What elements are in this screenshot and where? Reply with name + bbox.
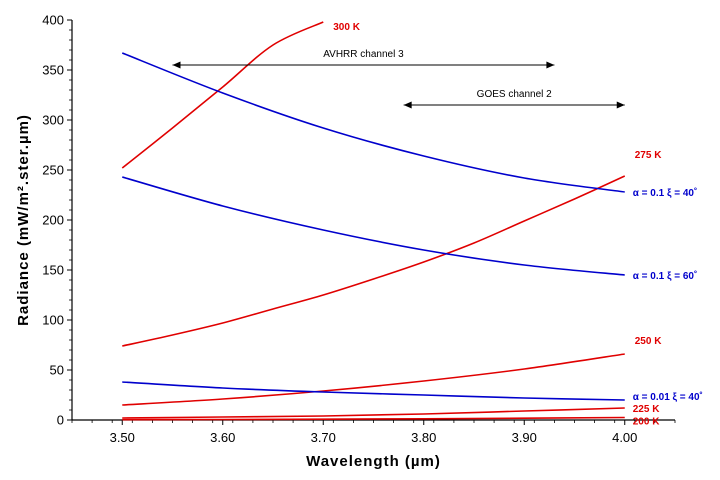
x-tick-label: 4.00 bbox=[612, 430, 637, 445]
series-line-0-1-40 bbox=[121, 52, 625, 193]
series-labels: 300 K 275 K 250 K 225 K 200 K α = 0.1 ξ = 40˚… bbox=[333, 22, 703, 428]
series-label-0-1-60: α = 0.1 ξ = 60˚ bbox=[633, 270, 698, 282]
arrowhead-left-icon bbox=[403, 101, 412, 109]
series-lines bbox=[121, 21, 626, 421]
y-tick-label: 150 bbox=[42, 263, 64, 278]
y-tick-label: 250 bbox=[42, 163, 64, 178]
series-label-200-k: 200 K bbox=[633, 417, 660, 428]
y-tick-label: 300 bbox=[42, 113, 64, 128]
arrowhead-right-icon bbox=[546, 61, 555, 69]
series-line-0-01-40 bbox=[122, 381, 625, 401]
y-tick-label: 350 bbox=[42, 63, 64, 78]
y-tick-label: 400 bbox=[42, 13, 64, 28]
x-tick-label: 3.80 bbox=[411, 430, 436, 445]
y-tick-label: 50 bbox=[50, 363, 64, 378]
arrowhead-right-icon bbox=[616, 101, 625, 109]
series-line-250-k bbox=[122, 353, 625, 406]
series-line-300-k bbox=[121, 21, 324, 169]
x-tick-label: 3.60 bbox=[210, 430, 235, 445]
series-label-275-k: 275 K bbox=[635, 150, 662, 161]
series-line-0-1-60 bbox=[122, 176, 625, 276]
y-tick-label: 200 bbox=[42, 213, 64, 228]
series-label-225-k: 225 K bbox=[633, 404, 660, 415]
x-tick-label: 3.50 bbox=[110, 430, 135, 445]
channel-annotations: AVHRR channel 3 GOES channel 2 bbox=[172, 49, 625, 109]
y-tick-label: 100 bbox=[42, 313, 64, 328]
series-line-275-k bbox=[122, 175, 626, 347]
annotation-label: GOES channel 2 bbox=[477, 89, 552, 100]
x-tick-label: 3.90 bbox=[512, 430, 537, 445]
series-label-250-k: 250 K bbox=[635, 336, 662, 347]
series-label-300-k: 300 K bbox=[333, 22, 360, 33]
series-label-0-1-40: α = 0.1 ξ = 40˚ bbox=[633, 187, 698, 199]
y-tick-label: 0 bbox=[57, 413, 64, 428]
y-axis-title: Radiance (mW/m².ster.µm) bbox=[15, 114, 32, 326]
series-line-225-k bbox=[122, 407, 625, 419]
series-line-200-k bbox=[122, 416, 625, 421]
annotation-label: AVHRR channel 3 bbox=[323, 49, 404, 60]
arrowhead-left-icon bbox=[172, 61, 181, 69]
x-tick-label: 3.70 bbox=[311, 430, 336, 445]
x-axis-title: Wavelength (µm) bbox=[306, 453, 441, 470]
axes: 0 50 100 150 200 250 300 350 400 3.50 3.60 3.70 3.80… bbox=[42, 13, 676, 445]
series-label-0-01-40: α = 0.01 ξ = 40˚ bbox=[633, 391, 703, 403]
